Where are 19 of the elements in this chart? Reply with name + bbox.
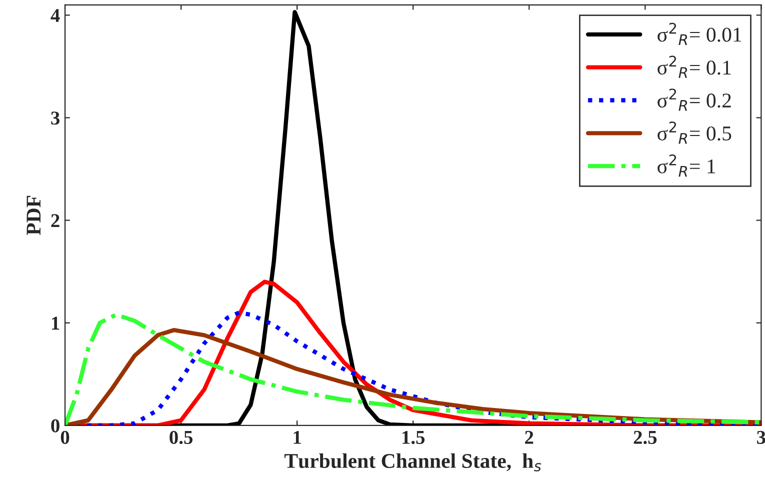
y-tick-label: 4 [50, 9, 60, 22]
legend-label: σ$^{2}$$_{R}$= 0.1 [658, 56, 731, 78]
y-tick-label: 1 [52, 316, 60, 330]
legend-label: σ$^{2}$$_{R}$= 0.2 [658, 88, 731, 111]
x-axis-title: Turbulent Channel State, h$_{s}$ [284, 453, 542, 472]
x-tick-label: 0 [60, 430, 70, 444]
x-tick-label: 3 [757, 430, 765, 444]
y-tick-label: 3 [51, 112, 60, 125]
legend-label: σ$^{2}$$_{R}$= 0.01 [658, 22, 742, 45]
x-tick-label: 0.5 [170, 430, 192, 444]
x-tick-label: 2 [525, 430, 534, 444]
x-tick-label: 1.5 [402, 430, 425, 444]
y-tick-label: 2 [51, 214, 60, 228]
legend-label: σ$^{2}$$_{R}$= 1 [658, 154, 716, 177]
x-tick-label: 2.5 [634, 430, 657, 444]
legend-label: σ$^{2}$$_{R}$= 0.5 [658, 121, 732, 144]
y-tick-label: 0 [51, 419, 60, 432]
y-axis-title: PDF [26, 196, 40, 236]
x-tick-label: 1 [294, 430, 301, 444]
